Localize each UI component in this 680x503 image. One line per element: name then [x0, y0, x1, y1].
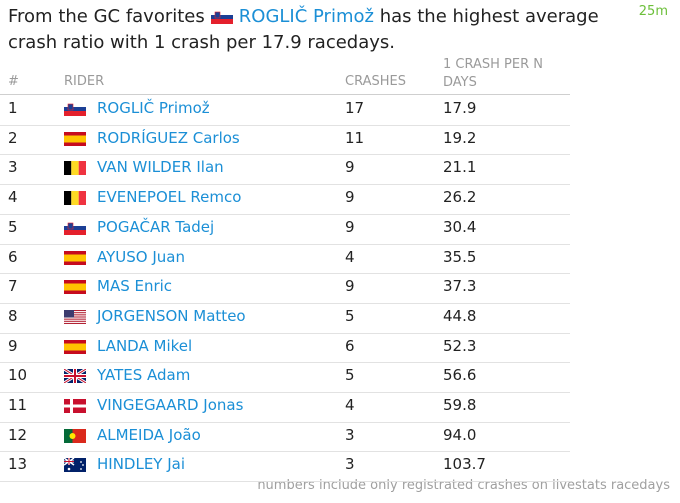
- flag-icon: [64, 309, 86, 324]
- flag-icon: [64, 458, 86, 473]
- rank: 3: [8, 158, 18, 177]
- row-rule: [0, 451, 570, 453]
- flag-icon: [64, 220, 86, 235]
- flag-icon: [64, 428, 86, 443]
- rider-link[interactable]: RODRÍGUEZ Carlos: [97, 128, 240, 147]
- crashes: 9: [345, 277, 355, 296]
- crashes: 3: [345, 425, 355, 444]
- column-header: #: [8, 74, 19, 89]
- crashes: 9: [345, 158, 355, 177]
- flag-icon: [64, 161, 86, 176]
- column-header: 1 CRASH PER N DAYS: [443, 57, 543, 90]
- rank: 5: [8, 217, 18, 236]
- crashes: 11: [345, 128, 365, 147]
- crashes: 6: [345, 336, 355, 355]
- flag-icon: [64, 250, 86, 265]
- crashes: 4: [345, 396, 355, 414]
- rank: 7: [8, 277, 18, 296]
- flag-icon: [64, 280, 86, 295]
- days-per-crash: 103.7: [443, 455, 486, 474]
- rider-link[interactable]: HINDLEY Jai: [97, 455, 186, 474]
- days-per-crash: 21.1: [443, 158, 477, 177]
- flag-icon: [64, 131, 86, 146]
- days-per-crash: 94.0: [443, 425, 477, 444]
- rank: 1: [8, 99, 18, 117]
- rider-link[interactable]: POGAČAR Tadej: [97, 217, 215, 236]
- rank: 2: [8, 128, 18, 147]
- rank: 6: [8, 247, 18, 266]
- rider-link[interactable]: MAS Enric: [97, 277, 173, 296]
- row-rule: [0, 243, 570, 245]
- rider-link[interactable]: LANDA Mikel: [97, 336, 193, 355]
- rank: 12: [8, 425, 28, 444]
- rider-link[interactable]: AYUSO Juan: [97, 247, 185, 266]
- row-rule: [0, 154, 570, 156]
- days-per-crash: 26.2: [443, 188, 477, 207]
- rider-link[interactable]: VAN WILDER Ilan: [97, 158, 224, 177]
- days-per-crash: 37.3: [443, 277, 477, 296]
- days-per-crash: 17.9: [443, 99, 477, 117]
- headline-text: crash ratio with 1 crash per 17.9 raceda…: [8, 32, 396, 53]
- rank: 9: [8, 336, 18, 355]
- days-per-crash: 30.4: [443, 217, 477, 236]
- headline-text: From the GC favorites: [8, 6, 205, 27]
- crashes: 5: [345, 306, 355, 325]
- row-rule: [0, 332, 570, 334]
- rider-link[interactable]: ROGLIČ Primož: [97, 99, 210, 117]
- row-rule: [0, 481, 570, 483]
- timestamp: 25m: [638, 4, 668, 19]
- crashes: 17: [345, 99, 365, 117]
- rank: 10: [8, 366, 28, 385]
- days-per-crash: 52.3: [443, 336, 477, 355]
- row-rule: [0, 392, 570, 393]
- rider-link[interactable]: YATES Adam: [97, 366, 191, 385]
- crashes: 9: [345, 188, 355, 207]
- flag-icon: [64, 102, 86, 116]
- flag-icon: [64, 399, 86, 413]
- crashes: 3: [345, 455, 355, 474]
- row-rule: [0, 273, 570, 275]
- header-rule: [0, 94, 570, 95]
- days-per-crash: 56.6: [443, 366, 477, 385]
- days-per-crash: 59.8: [443, 396, 477, 414]
- crashes: 5: [345, 366, 355, 385]
- crashes: 4: [345, 247, 355, 266]
- rank: 13: [8, 455, 28, 474]
- rider-link[interactable]: ROGLIČ Primož: [238, 6, 374, 27]
- row-rule: [0, 302, 570, 304]
- rider-link[interactable]: JORGENSON Matteo: [97, 306, 246, 325]
- flag-icon: [64, 339, 86, 354]
- rank: 4: [8, 188, 18, 207]
- column-header: RIDER: [64, 74, 105, 89]
- days-per-crash: 19.2: [443, 128, 477, 147]
- flag-icon: [64, 369, 86, 384]
- flag-icon: [64, 191, 86, 206]
- headline: From the GC favorites ROGLIČ Primož has t…: [8, 4, 599, 56]
- row-rule: [0, 213, 570, 215]
- flag-icon: [210, 10, 233, 24]
- rank: 11: [8, 396, 28, 414]
- days-per-crash: 35.5: [443, 247, 477, 266]
- days-per-crash: 44.8: [443, 306, 477, 325]
- crashes: 9: [345, 217, 355, 236]
- row-rule: [0, 184, 570, 186]
- rider-link[interactable]: VINGEGAARD Jonas: [97, 396, 244, 414]
- row-rule: [0, 362, 570, 364]
- rider-link[interactable]: ALMEIDA João: [97, 425, 201, 444]
- column-header: CRASHES: [345, 74, 406, 89]
- rider-link[interactable]: EVENEPOEL Remco: [97, 188, 242, 207]
- row-rule: [0, 124, 570, 126]
- headline-text: has the highest average: [379, 6, 599, 27]
- row-rule: [0, 421, 570, 423]
- rank: 8: [8, 306, 18, 325]
